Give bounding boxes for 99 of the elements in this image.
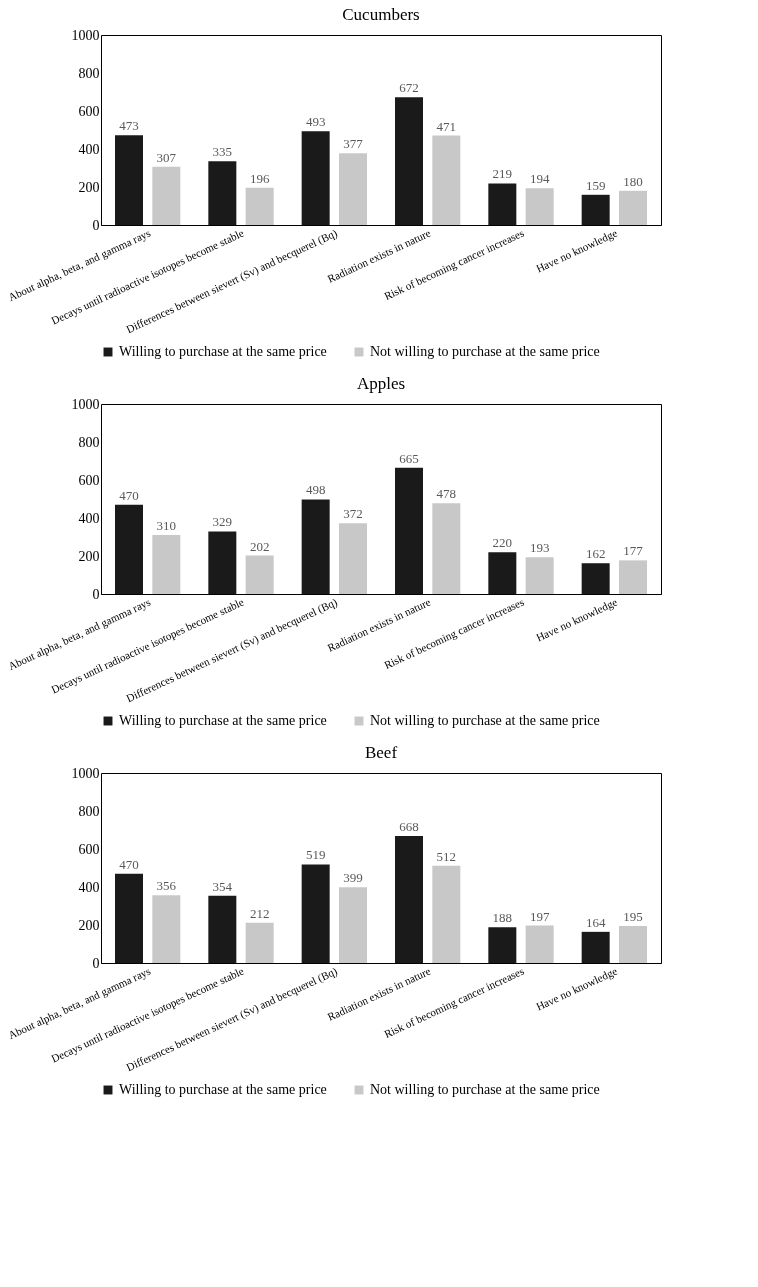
data-label: 665 [399, 450, 419, 466]
bar [432, 135, 461, 225]
data-label: 310 [156, 518, 177, 534]
y-tick-label: 400 [78, 510, 100, 526]
data-label: 372 [343, 506, 363, 522]
bar [301, 499, 330, 594]
y-tick-label: 200 [78, 179, 100, 195]
data-label: 493 [305, 114, 326, 130]
y-tick-label: 600 [78, 472, 100, 488]
bar [152, 166, 181, 225]
bar [115, 504, 143, 594]
data-label: 478 [436, 486, 457, 502]
data-label: 672 [399, 80, 419, 96]
bar [488, 183, 517, 225]
legend-label: Willing to purchase at the same price [119, 344, 327, 359]
bar [488, 927, 517, 963]
bar [525, 188, 554, 225]
bar [525, 925, 554, 963]
data-label: 164 [585, 914, 606, 930]
data-label: 512 [436, 848, 457, 864]
bar [619, 190, 647, 225]
data-label: 335 [212, 144, 233, 160]
data-label: 180 [623, 173, 643, 189]
bar [488, 552, 517, 594]
bar [525, 557, 554, 594]
data-label: 519 [305, 847, 326, 863]
bar [395, 97, 423, 225]
bar [395, 836, 423, 963]
data-label: 329 [212, 514, 233, 530]
data-label: 307 [156, 149, 177, 165]
chart-title: Apples [356, 374, 406, 393]
y-tick-label: 0 [92, 955, 100, 971]
data-label: 356 [156, 878, 177, 894]
bar [152, 535, 181, 594]
data-label: 668 [399, 819, 419, 835]
data-label: 194 [529, 171, 550, 187]
bar [339, 887, 367, 963]
y-tick-label: 200 [78, 548, 100, 564]
bar [115, 873, 143, 963]
data-label: 470 [119, 856, 139, 872]
legend-label: Willing to purchase at the same price [119, 713, 327, 728]
bar [208, 161, 237, 225]
data-label: 473 [119, 118, 139, 134]
bar [339, 153, 367, 225]
bar [395, 467, 423, 594]
bar [245, 187, 274, 225]
bar [152, 895, 181, 963]
y-tick-label: 1000 [71, 765, 100, 781]
chart-title: Beef [364, 743, 398, 762]
data-label: 377 [343, 136, 364, 152]
y-tick-label: 600 [78, 841, 100, 857]
bar [619, 925, 647, 963]
y-tick-label: 600 [78, 103, 100, 119]
bar [432, 865, 461, 963]
data-label: 219 [492, 166, 513, 182]
data-label: 470 [119, 487, 139, 503]
y-tick-label: 400 [78, 879, 100, 895]
y-tick-label: 800 [78, 803, 100, 819]
y-tick-label: 400 [78, 141, 100, 157]
data-label: 162 [585, 546, 606, 562]
data-label: 193 [529, 540, 550, 556]
data-label: 399 [343, 870, 363, 886]
data-label: 197 [529, 908, 550, 924]
data-label: 220 [492, 535, 513, 551]
bar [245, 922, 274, 963]
data-label: 354 [212, 878, 233, 894]
legend-label: Willing to purchase at the same price [119, 1082, 327, 1097]
data-label: 196 [249, 170, 270, 186]
data-label: 177 [623, 543, 644, 559]
bar [432, 503, 461, 594]
y-tick-label: 800 [78, 434, 100, 450]
legend-label: Not willing to purchase at the same price [370, 344, 600, 359]
y-tick-label: 1000 [71, 27, 100, 43]
data-label: 195 [623, 908, 643, 924]
bar [581, 194, 610, 225]
chart-title: Cucumbers [342, 5, 420, 24]
y-tick-label: 0 [92, 217, 100, 233]
y-tick-label: 0 [92, 586, 100, 602]
bar [301, 131, 330, 225]
data-label: 471 [436, 118, 457, 134]
y-tick-label: 200 [78, 917, 100, 933]
data-label: 212 [249, 905, 270, 921]
bar [339, 523, 367, 594]
data-label: 498 [305, 482, 326, 498]
bar [619, 560, 647, 594]
legend-label: Not willing to purchase at the same price [370, 1082, 600, 1097]
bar [208, 531, 237, 594]
data-label: 202 [249, 538, 270, 554]
data-label: 159 [585, 177, 606, 193]
legend-label: Not willing to purchase at the same price [370, 713, 600, 728]
y-tick-label: 1000 [71, 396, 100, 412]
data-label: 188 [492, 910, 513, 926]
bar [581, 931, 610, 963]
y-tick-label: 800 [78, 65, 100, 81]
bar [581, 563, 610, 594]
bar [208, 895, 237, 963]
bar [301, 864, 330, 963]
bar [245, 555, 274, 594]
bar [115, 135, 143, 225]
